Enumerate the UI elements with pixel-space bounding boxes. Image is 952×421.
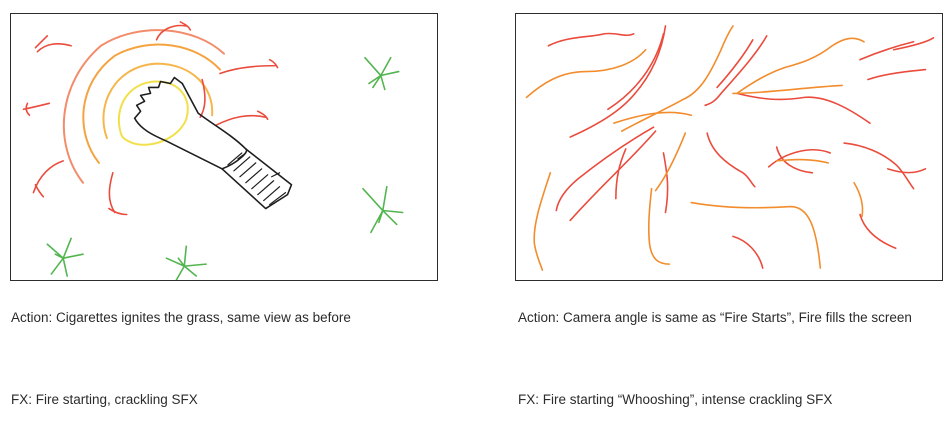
storyboard-panel-1-sketch [10,13,438,281]
panel-2-fx-caption: FX: Fire starting “Whooshing”, intense c… [518,392,833,407]
grass-tuft [165,245,207,280]
panel-1-fx-caption: FX: Fire starting, crackling SFX [11,392,198,407]
cigarette-filter-hatching [227,152,287,206]
glow-ring-inner [102,62,214,140]
fire-strokes-red [547,25,935,269]
fire-fills-screen-sketch [525,25,935,271]
grass-tuft [364,56,400,91]
panel-2-action-caption: Action: Camera angle is same as “Fire St… [518,310,912,325]
panel-1-action-caption: Action: Cigarettes ignites the grass, sa… [11,310,351,325]
grass-tuft [46,237,84,277]
storyboard-panel-2-sketch [515,13,943,281]
cigarette-ignition-sketch [22,21,404,280]
glow-ring-yellow [117,80,189,146]
glow-ring-middle [82,43,222,164]
glow-ring-outer [62,29,225,184]
flame-wisps [22,21,279,216]
grass-tuft [362,185,404,234]
fire-strokes-orange [525,25,865,271]
cigarette [133,76,293,210]
